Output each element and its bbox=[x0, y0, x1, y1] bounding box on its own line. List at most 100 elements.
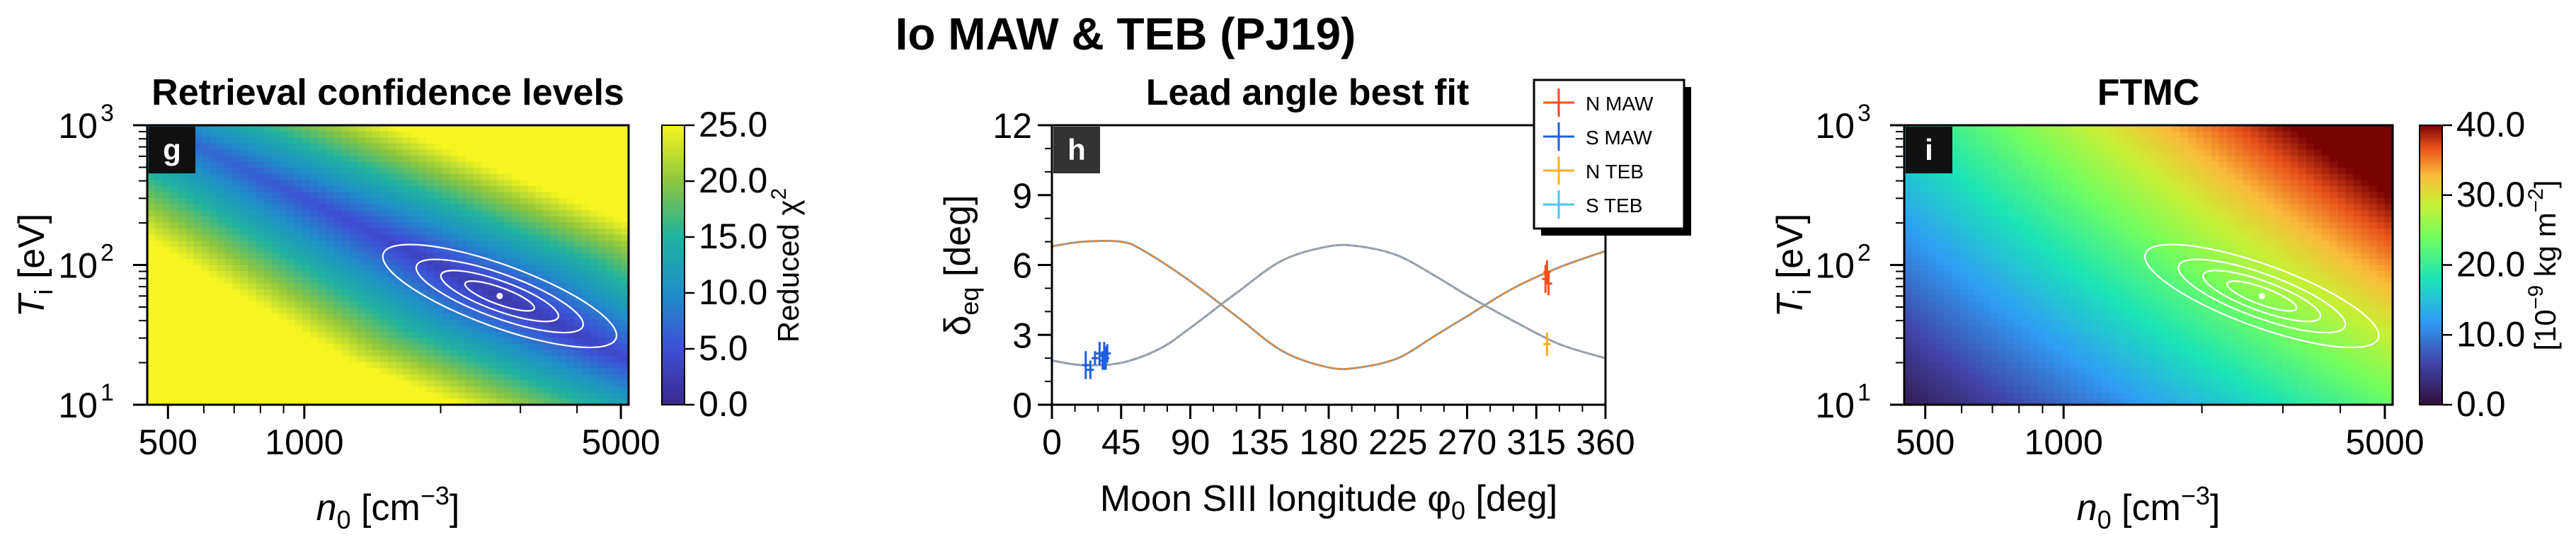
panel-g-heatmap-cell bbox=[256, 173, 265, 181]
panel-i-heatmap-cell bbox=[1928, 253, 1937, 260]
panel-g-heatmap-cell bbox=[302, 180, 311, 187]
panel-g-heatmap-cell bbox=[357, 241, 365, 248]
panel-g-heatmap-cell bbox=[605, 331, 614, 339]
panel-i-heatmap-cell bbox=[2022, 392, 2031, 400]
panel-i-heatmap-cell bbox=[2124, 173, 2134, 181]
panel-i-heatmap-cell bbox=[2203, 204, 2212, 212]
panel-g-heatmap-cell bbox=[481, 307, 490, 314]
panel-i-heatmap-cell bbox=[1943, 392, 1952, 400]
panel-g-heatmap-cell bbox=[473, 168, 482, 175]
panel-i-heatmap-cell bbox=[1959, 192, 1968, 199]
panel-g-heatmap-cell bbox=[535, 155, 544, 163]
panel-g-heatmap-cell bbox=[349, 258, 357, 266]
panel-h-xtick-label: 360 bbox=[1576, 422, 1635, 462]
panel-i-heatmap-cell bbox=[2101, 374, 2110, 381]
panel-g-heatmap-cell bbox=[326, 319, 335, 327]
panel-i-heatmap-cell bbox=[2148, 198, 2157, 205]
panel-g-heatmap-cell bbox=[232, 192, 241, 199]
panel-g-heatmap-cell bbox=[279, 362, 288, 369]
panel-g-heatmap-cell bbox=[170, 301, 179, 309]
panel-i-heatmap-cell bbox=[2085, 155, 2094, 163]
panel-i-heatmap-cell bbox=[2030, 386, 2039, 393]
panel-i-heatmap-cell bbox=[1943, 398, 1952, 405]
panel-g-heatmap-cell bbox=[248, 380, 257, 388]
panel-i-heatmap-cell bbox=[1959, 398, 1968, 405]
panel-i-heatmap-cell bbox=[2124, 344, 2134, 351]
panel-g-heatmap-cell bbox=[310, 398, 319, 405]
panel-i-heatmap-cell bbox=[2014, 265, 2023, 272]
panel-i-heatmap-cell bbox=[2140, 386, 2149, 393]
panel-g-heatmap-cell bbox=[178, 319, 187, 327]
panel-i-heatmap-cell bbox=[1983, 356, 1992, 363]
panel-i-heatmap-cell bbox=[1959, 241, 1968, 248]
panel-g-heatmap-cell bbox=[426, 228, 435, 236]
panel-g-heatmap-cell bbox=[418, 258, 428, 266]
panel-g-best-fit-point bbox=[496, 292, 503, 299]
panel-g-heatmap-cell bbox=[240, 131, 249, 138]
panel-g-heatmap-cell bbox=[240, 344, 249, 351]
panel-i-heatmap-cell bbox=[1959, 228, 1968, 236]
panel-g-heatmap-cell bbox=[613, 125, 622, 132]
panel-g-heatmap-cell bbox=[496, 283, 505, 290]
panel-g-heatmap-cell bbox=[357, 192, 365, 199]
panel-i-heatmap-cell bbox=[1967, 216, 1976, 224]
panel-g-heatmap-cell bbox=[621, 125, 629, 132]
panel-g-heatmap-cell bbox=[302, 246, 311, 254]
panel-g-heatmap-cell bbox=[590, 222, 598, 229]
panel-i-heatmap-cell bbox=[2187, 228, 2197, 236]
panel-g-heatmap-cell bbox=[442, 301, 451, 309]
panel-g-heatmap-cell bbox=[147, 228, 156, 236]
panel-i-heatmap-cell bbox=[2172, 338, 2181, 345]
panel-g-heatmap-cell bbox=[162, 185, 171, 193]
panel-g-heatmap-cell bbox=[574, 356, 583, 363]
panel-g-heatmap-cell bbox=[318, 168, 327, 175]
panel-i-heatmap-cell bbox=[2211, 325, 2220, 333]
panel-g-heatmap-cell bbox=[279, 155, 288, 163]
panel-g-heatmap-cell bbox=[488, 125, 498, 132]
panel-g-heatmap-cell bbox=[333, 265, 342, 272]
panel-i-heatmap-cell bbox=[1991, 131, 2000, 138]
panel-g-heatmap-cell bbox=[496, 161, 505, 168]
panel-g-heatmap-cell bbox=[388, 344, 396, 351]
panel-g-heatmap-cell bbox=[318, 228, 327, 236]
panel-i-heatmap-cell bbox=[2132, 392, 2141, 400]
panel-i-heatmap-cell bbox=[2124, 253, 2134, 260]
panel-g-heatmap-cell bbox=[566, 398, 576, 405]
panel-i-heatmap-cell bbox=[2014, 392, 2023, 400]
panel-g-heatmap-cell bbox=[512, 398, 521, 405]
panel-g-heatmap-cell bbox=[613, 149, 622, 156]
panel-i-heatmap-cell bbox=[2093, 168, 2102, 175]
panel-g-heatmap-cell bbox=[481, 331, 490, 339]
panel-g-heatmap-cell bbox=[147, 301, 156, 309]
panel-g-heatmap-cell bbox=[457, 265, 466, 272]
panel-i-heatmap-cell bbox=[1983, 168, 1992, 175]
panel-g-heatmap-cell bbox=[559, 137, 568, 144]
panel-g-heatmap-cell bbox=[318, 222, 327, 229]
panel-i-heatmap-cell bbox=[2093, 313, 2102, 321]
panel-g-heatmap-cell bbox=[349, 149, 357, 156]
panel-i-heatmap-cell bbox=[2101, 313, 2110, 321]
panel-g-heatmap-cell bbox=[271, 222, 280, 229]
panel-i-heatmap-cell bbox=[2030, 228, 2039, 236]
panel-g-heatmap-cell bbox=[318, 331, 327, 339]
panel-i-heatmap-cell bbox=[1959, 222, 1968, 229]
panel-g-heatmap-cell bbox=[559, 161, 568, 168]
panel-g-heatmap-cell bbox=[224, 386, 234, 393]
panel-g-heatmap-cell bbox=[349, 374, 357, 381]
panel-i-heatmap-cell bbox=[2211, 155, 2220, 163]
panel-i-heatmap-cell bbox=[1935, 362, 1945, 369]
panel-i-heatmap-cell bbox=[2180, 173, 2189, 181]
panel-i-heatmap-cell bbox=[2180, 313, 2189, 321]
panel-g-heatmap-cell bbox=[551, 307, 560, 314]
panel-g-heatmap-cell bbox=[496, 234, 505, 241]
panel-g-heatmap-cell bbox=[590, 234, 598, 241]
panel-g-heatmap-cell bbox=[559, 216, 568, 224]
panel-i-heatmap-cell bbox=[1928, 283, 1937, 290]
panel-g-heatmap-cell bbox=[442, 149, 451, 156]
panel-g-heatmap-cell bbox=[473, 331, 482, 339]
panel-i-heatmap-cell bbox=[2195, 246, 2204, 254]
panel-g-heatmap-cell bbox=[271, 374, 280, 381]
panel-i-heatmap-cell bbox=[2164, 161, 2173, 168]
panel-i-heatmap-cell bbox=[2038, 149, 2047, 156]
panel-g-heatmap-cell bbox=[566, 283, 576, 290]
